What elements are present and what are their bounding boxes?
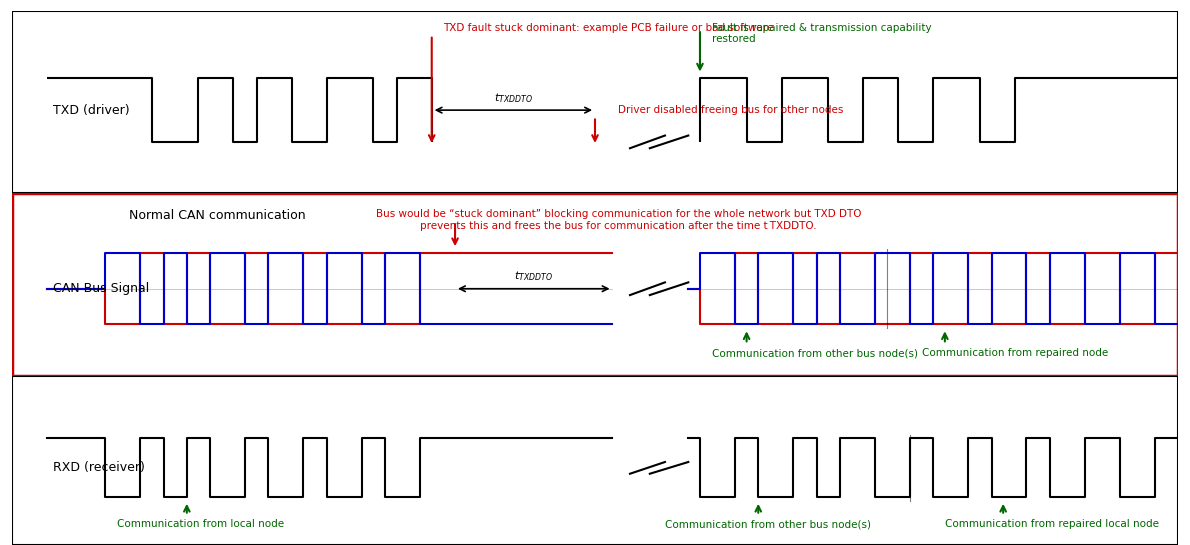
Text: RXD (receiver): RXD (receiver) (52, 462, 145, 474)
Text: Communication from repaired local node: Communication from repaired local node (945, 519, 1159, 529)
Text: Driver disabled freeing bus for other nodes: Driver disabled freeing bus for other no… (619, 105, 844, 115)
Bar (12, 11, 1178, 193)
Text: CAN Bus Signal: CAN Bus Signal (52, 282, 149, 295)
Text: Communication from local node: Communication from local node (117, 519, 284, 529)
Text: Fault is repaired & transmission capability
restored: Fault is repaired & transmission capabil… (712, 23, 932, 44)
Text: Communication from other bus node(s): Communication from other bus node(s) (665, 519, 871, 529)
Text: Normal CAN communication: Normal CAN communication (129, 209, 305, 222)
Text: Communication from other bus node(s): Communication from other bus node(s) (712, 348, 917, 358)
Text: $t_{TXDDTO}$: $t_{TXDDTO}$ (494, 91, 533, 105)
Bar (12, 376, 1178, 545)
Bar (12, 193, 1178, 376)
Text: TXD (driver): TXD (driver) (52, 104, 130, 117)
Text: Bus would be “stuck dominant” blocking communication for the whole network but T: Bus would be “stuck dominant” blocking c… (376, 209, 862, 231)
Text: Communication from repaired node: Communication from repaired node (921, 348, 1108, 358)
Text: TXD fault stuck dominant: example PCB failure or bad software: TXD fault stuck dominant: example PCB fa… (444, 23, 774, 33)
Text: $t_{TXDDTO}$: $t_{TXDDTO}$ (514, 269, 553, 283)
